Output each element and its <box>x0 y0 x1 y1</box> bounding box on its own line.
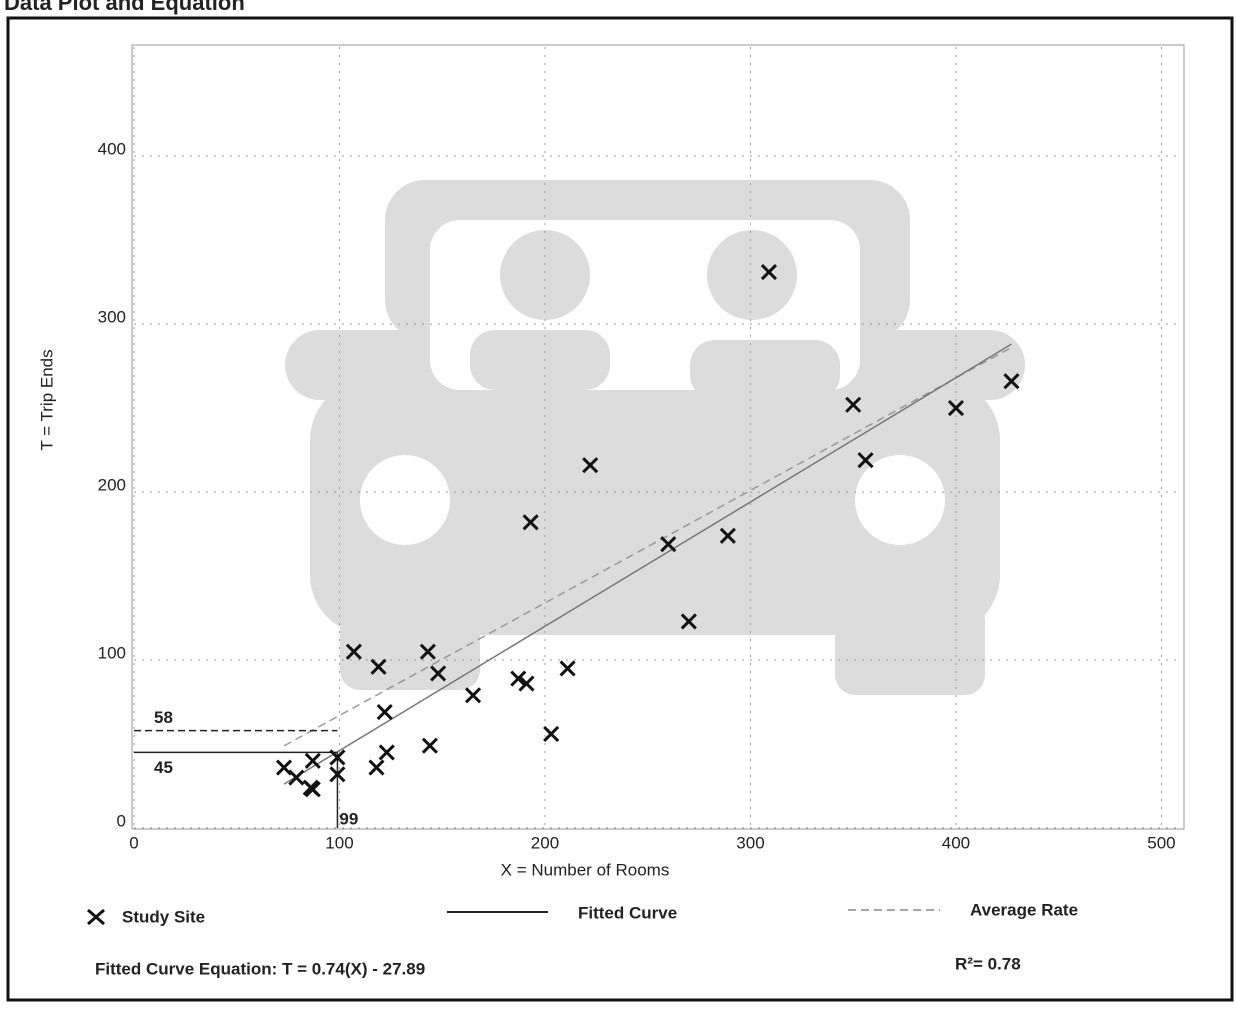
study-site-point <box>719 527 736 544</box>
legend-label: Average Rate <box>970 900 1078 919</box>
average-rate-line <box>283 346 1012 747</box>
study-site-point <box>304 752 321 769</box>
study-site-point <box>543 725 560 743</box>
study-site-point <box>760 264 778 281</box>
annotation-label: 45 <box>154 758 173 777</box>
study-site-point <box>421 737 438 754</box>
x-axis-label: X = Number of Rooms <box>501 860 670 879</box>
annotation-label: 58 <box>154 708 173 727</box>
study-site-point <box>582 457 599 474</box>
r-squared: R²= 0.78 <box>955 954 1021 973</box>
study-site-point <box>370 658 387 675</box>
frame <box>6 16 1234 1002</box>
study-site-point <box>845 396 862 413</box>
study-site-point <box>275 759 293 776</box>
x-tick-label: 0 <box>129 833 138 852</box>
study-site-point <box>288 769 305 786</box>
study-site-point <box>680 613 697 630</box>
x-tick-label: 400 <box>942 833 970 852</box>
study-site-point <box>345 643 362 660</box>
legend-marker <box>87 908 105 926</box>
study-site-point <box>1003 373 1020 390</box>
y-tick-label: 300 <box>98 308 126 327</box>
study-site-point <box>522 514 539 531</box>
x-tick-label: 300 <box>736 833 764 852</box>
y-tick-label: 100 <box>98 644 126 663</box>
legend-label: Fitted Curve <box>578 903 677 922</box>
x-tick-label: 200 <box>531 833 559 852</box>
study-site-point <box>368 759 385 776</box>
study-site-point <box>430 665 447 682</box>
study-site-point <box>378 744 395 761</box>
y-tick-label: 0 <box>117 811 126 830</box>
study-site-point <box>510 670 527 687</box>
chart-title: Data Plot and Equation <box>4 0 245 15</box>
study-site-point <box>419 643 436 660</box>
study-site-point <box>464 687 482 704</box>
legend-label: Study Site <box>122 907 205 926</box>
annotation-label: 99 <box>339 809 358 828</box>
study-site-point <box>857 452 874 469</box>
study-site-point <box>376 704 393 721</box>
x-tick-label: 100 <box>325 833 353 852</box>
y-tick-label: 200 <box>98 476 126 495</box>
plot-area <box>131 44 1185 830</box>
study-site-point <box>660 536 677 553</box>
fitted-curve-line <box>283 343 1012 785</box>
study-site-point <box>329 766 346 783</box>
equation: Fitted Curve Equation: T = 0.74(X) - 27.… <box>95 959 425 978</box>
study-site-point <box>947 400 965 417</box>
study-site-point <box>559 660 576 677</box>
study-site-point <box>329 749 346 766</box>
y-axis-label: T = Trip Ends <box>37 349 56 450</box>
study-site-point <box>518 675 535 692</box>
study-site-point <box>302 779 319 796</box>
y-tick-label: 400 <box>98 140 126 159</box>
car-watermark <box>285 180 1025 695</box>
x-tick-label: 500 <box>1147 833 1175 852</box>
